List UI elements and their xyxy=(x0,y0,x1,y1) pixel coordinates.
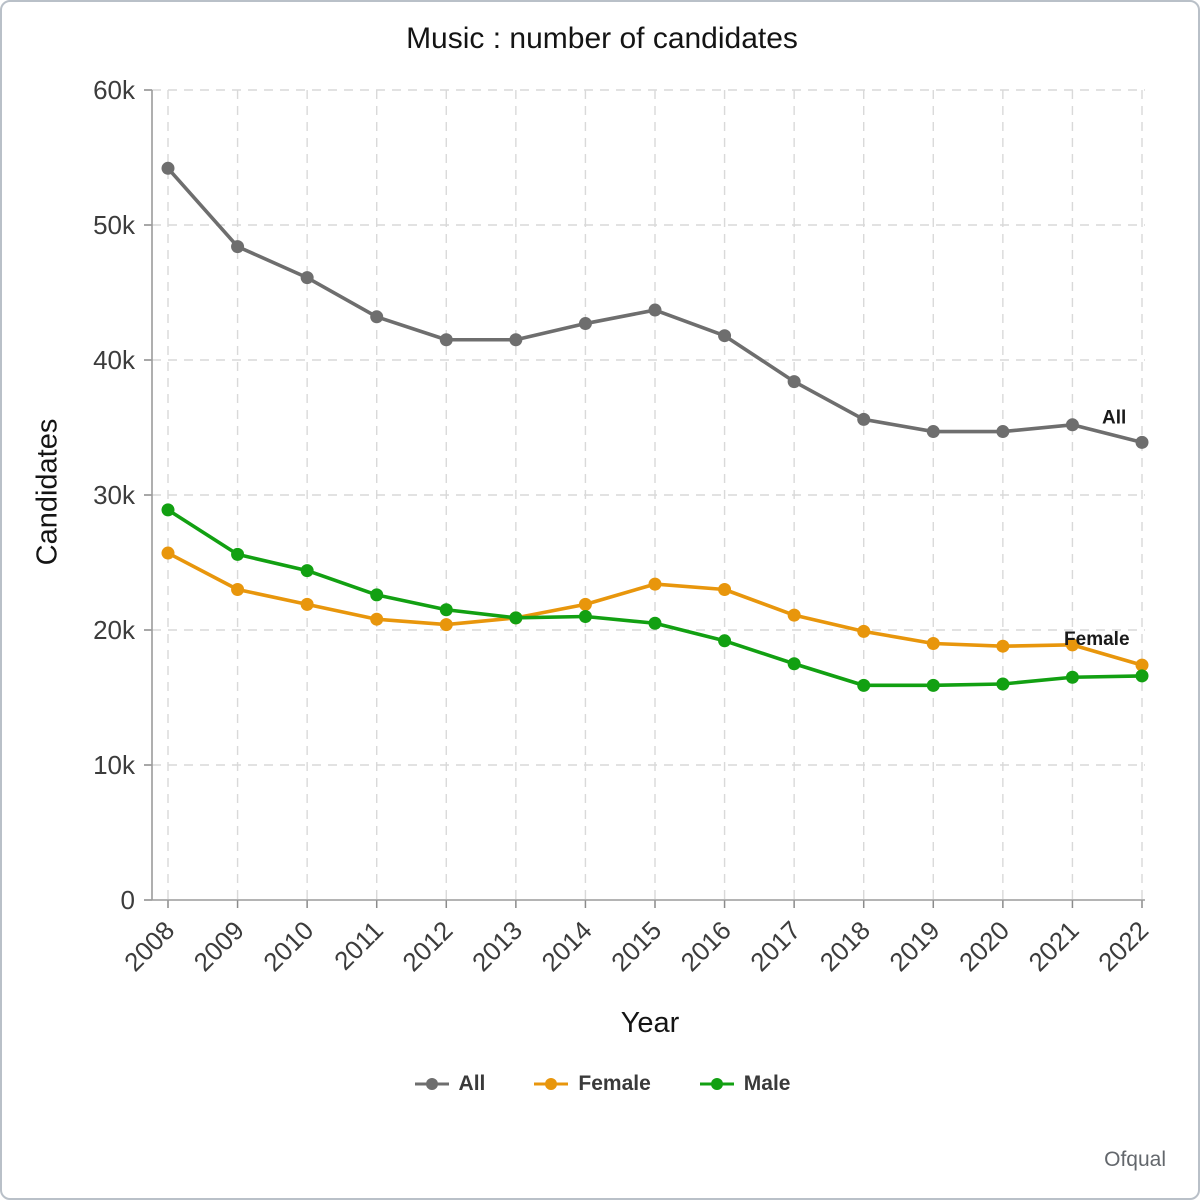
series-female-point xyxy=(718,583,732,596)
series-all-point xyxy=(231,240,245,254)
legend-marker-male xyxy=(699,1078,734,1090)
series-female-point xyxy=(787,608,801,622)
x-tick-label: 2022 xyxy=(1092,915,1154,977)
series-female-point xyxy=(1065,638,1079,652)
series-male-point xyxy=(1135,669,1149,683)
series-male-point xyxy=(718,634,732,648)
series-male-point xyxy=(926,678,940,692)
series-female-point xyxy=(300,597,314,611)
series-male-point xyxy=(996,677,1010,691)
legend-item-male[interactable]: Male xyxy=(699,1072,791,1096)
x-tick-label: 2020 xyxy=(953,915,1015,977)
series-male-point xyxy=(161,503,175,517)
series-all-point xyxy=(439,333,453,347)
legend-marker-all xyxy=(414,1078,449,1090)
legend-label: All xyxy=(458,1072,486,1095)
x-tick-label: 2010 xyxy=(257,915,319,977)
x-tick-label: 2016 xyxy=(675,915,737,977)
series-all-point xyxy=(370,310,384,324)
series-male-point xyxy=(578,610,592,623)
x-tick-label: 2014 xyxy=(536,915,598,977)
series-female-point xyxy=(439,618,453,632)
legend-item-female[interactable]: Female xyxy=(533,1072,651,1096)
annotation-all: All xyxy=(1102,407,1126,428)
x-tick-label: 2018 xyxy=(814,915,876,977)
x-tick-label: 2009 xyxy=(188,915,250,977)
legend: All Female Male xyxy=(2,1072,1198,1096)
y-tick-label: 60k xyxy=(93,75,136,105)
legend-marker-female xyxy=(534,1078,569,1090)
legend-label: Female xyxy=(578,1072,651,1095)
series-all-point xyxy=(926,425,940,439)
series-all-point xyxy=(300,271,314,285)
series-all-point xyxy=(857,412,871,426)
series-male-point xyxy=(1065,670,1079,684)
series-all-point xyxy=(996,425,1010,439)
x-axis-title: Year xyxy=(620,1007,680,1039)
series-male-point xyxy=(648,616,662,630)
legend-item-all[interactable]: All xyxy=(414,1072,486,1096)
series-male-point xyxy=(857,678,871,692)
x-tick-label: 2012 xyxy=(396,915,458,977)
series-male-line xyxy=(167,508,1143,688)
y-tick-label: 30k xyxy=(93,480,136,510)
y-tick-label: 10k xyxy=(93,750,136,780)
chart-title: Music : number of candidates xyxy=(406,22,798,55)
series-male-point xyxy=(509,611,523,625)
series-all-point xyxy=(1135,435,1149,449)
series-male-point xyxy=(439,603,453,617)
series-female-point xyxy=(648,577,662,591)
legend-label: Male xyxy=(743,1072,791,1095)
x-tick-label: 2008 xyxy=(118,915,180,977)
series-female-point xyxy=(857,624,871,638)
series-all-point xyxy=(648,303,662,317)
series-female-point xyxy=(161,546,175,560)
series-all-point xyxy=(161,161,175,175)
annotation-female: Female xyxy=(1064,629,1129,650)
series-all-point xyxy=(1065,418,1079,432)
x-tick-label: 2015 xyxy=(605,915,667,977)
x-tick-label: 2021 xyxy=(1023,915,1085,977)
series-female-point xyxy=(370,612,384,626)
y-tick-label: 50k xyxy=(93,210,136,240)
series-all-point xyxy=(787,375,801,389)
series-female-point xyxy=(231,583,245,596)
series-male-point xyxy=(300,564,314,578)
y-tick-label: 40k xyxy=(93,345,136,375)
x-tick-label: 2017 xyxy=(744,915,806,977)
series-female-point xyxy=(1135,658,1149,672)
series-male-point xyxy=(787,657,801,671)
x-tick-label: 2013 xyxy=(466,915,528,977)
series-male-point xyxy=(231,547,245,561)
source-label: Ofqual xyxy=(1104,1148,1166,1171)
series-all-point xyxy=(509,333,523,347)
series-female-point xyxy=(926,637,940,650)
series-female-point xyxy=(578,597,592,611)
series-all-point xyxy=(578,317,592,331)
x-tick-label: 2011 xyxy=(328,915,389,976)
y-tick-label: 0 xyxy=(121,885,135,915)
series-female-point xyxy=(996,639,1010,653)
y-tick-label: 20k xyxy=(93,615,136,645)
x-tick-label: 2019 xyxy=(883,915,945,977)
series-male-point xyxy=(370,588,384,602)
series-all-point xyxy=(718,329,732,343)
